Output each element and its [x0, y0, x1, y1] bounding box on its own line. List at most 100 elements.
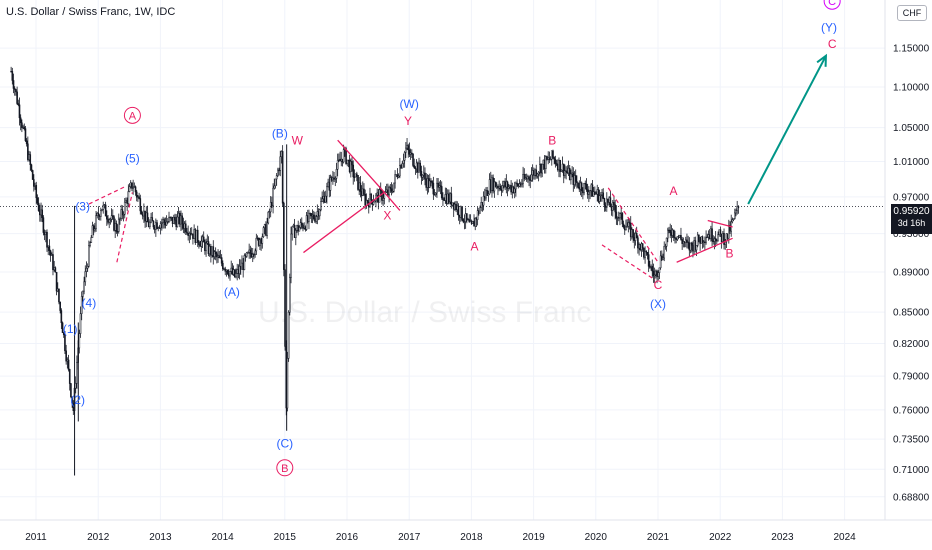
- candle-body: [257, 238, 260, 246]
- candle-body: [149, 221, 151, 228]
- currency-selector[interactable]: CHF: [897, 5, 927, 21]
- candle-body: [445, 194, 448, 204]
- candle-body: [360, 191, 363, 196]
- candle-body: [462, 219, 465, 222]
- candle-body: [572, 172, 575, 185]
- candle-body: [79, 313, 82, 334]
- candle-body: [171, 216, 174, 224]
- candle-body: [426, 178, 429, 188]
- candle-body: [345, 148, 347, 164]
- candle-body: [577, 182, 579, 188]
- y-tick-label: 1.01000: [893, 157, 930, 168]
- candle-body: [641, 243, 644, 249]
- wave-label: B: [726, 246, 734, 260]
- candle-body: [78, 333, 81, 349]
- candle-body: [22, 126, 24, 129]
- candle-body: [334, 178, 337, 180]
- candle-body: [417, 162, 419, 173]
- candle-body: [186, 231, 188, 234]
- x-tick-label: 2013: [149, 532, 172, 543]
- candle-body: [207, 241, 210, 255]
- candle-body: [272, 187, 274, 206]
- candle-body: [172, 217, 175, 224]
- candle-body: [219, 257, 222, 259]
- candle-body: [382, 198, 384, 201]
- dashed-trendline[interactable]: [601, 244, 656, 281]
- last-price-value: 0.95920: [893, 206, 930, 217]
- dashed-trendline[interactable]: [116, 192, 133, 263]
- candle-body: [261, 236, 264, 244]
- candle-body: [598, 195, 601, 202]
- candle-body: [430, 180, 432, 182]
- candle-body: [498, 185, 500, 189]
- trendline[interactable]: [303, 191, 385, 254]
- candle-body: [695, 245, 698, 251]
- candle-body: [635, 233, 638, 239]
- candle-body: [707, 234, 710, 238]
- dashed-trendline[interactable]: [88, 185, 127, 205]
- candle-body: [531, 170, 534, 176]
- candle-body: [427, 178, 430, 188]
- candle-body: [36, 197, 39, 204]
- candle-body: [413, 165, 416, 169]
- candle-body: [205, 242, 207, 252]
- x-tick-label: 2023: [771, 532, 794, 543]
- candle-body: [543, 159, 546, 170]
- candle-body: [460, 206, 462, 218]
- candle-body: [86, 266, 89, 269]
- candle-body: [573, 175, 576, 185]
- candle-body: [464, 213, 467, 222]
- candle-body: [174, 217, 176, 221]
- candle-body: [545, 156, 547, 170]
- candle-body: [628, 222, 631, 224]
- candle-body: [431, 181, 433, 184]
- candle-body: [510, 185, 512, 193]
- trendline[interactable]: [676, 237, 733, 263]
- candle-body: [357, 174, 359, 190]
- candle-body: [159, 223, 162, 229]
- candle-body: [704, 241, 706, 243]
- candle-body: [315, 216, 317, 222]
- candle-body: [104, 204, 107, 217]
- candle-body: [661, 255, 663, 260]
- candle-body: [155, 222, 157, 230]
- candle-body: [475, 217, 478, 220]
- candle-body: [443, 199, 445, 201]
- trendline[interactable]: [337, 139, 385, 193]
- candle-body: [238, 265, 241, 274]
- candle-body: [302, 224, 304, 229]
- candle-body: [504, 181, 506, 188]
- candle-body: [492, 177, 494, 192]
- trendline[interactable]: [383, 191, 401, 211]
- candle-body: [720, 233, 723, 242]
- candle-body: [266, 222, 268, 236]
- candle-body: [43, 232, 46, 235]
- candle-body: [562, 163, 565, 176]
- candle-body: [11, 71, 14, 81]
- candle-body: [607, 198, 609, 203]
- y-tick-label: 0.89000: [893, 267, 930, 278]
- candle-body: [596, 189, 599, 195]
- candle-body: [19, 117, 22, 123]
- projection-arrow[interactable]: [747, 55, 827, 205]
- candle-body: [119, 218, 121, 220]
- candle-body: [597, 189, 600, 202]
- candle-body: [622, 223, 625, 228]
- candle-body: [88, 245, 90, 267]
- candle-body: [539, 164, 541, 173]
- x-tick-label: 2020: [585, 532, 608, 543]
- candle-body: [335, 169, 338, 179]
- candle-body: [494, 181, 497, 188]
- trendline[interactable]: [707, 219, 733, 228]
- candle-body: [670, 232, 673, 236]
- candle-body: [187, 232, 189, 236]
- candle-body: [719, 229, 722, 235]
- candle-body: [15, 89, 17, 93]
- candle-body: [487, 193, 490, 196]
- dashed-trendline[interactable]: [607, 187, 659, 263]
- candle-body: [83, 281, 85, 292]
- candle-body: [733, 212, 736, 219]
- candle-body: [710, 228, 712, 239]
- candle-body: [436, 182, 438, 194]
